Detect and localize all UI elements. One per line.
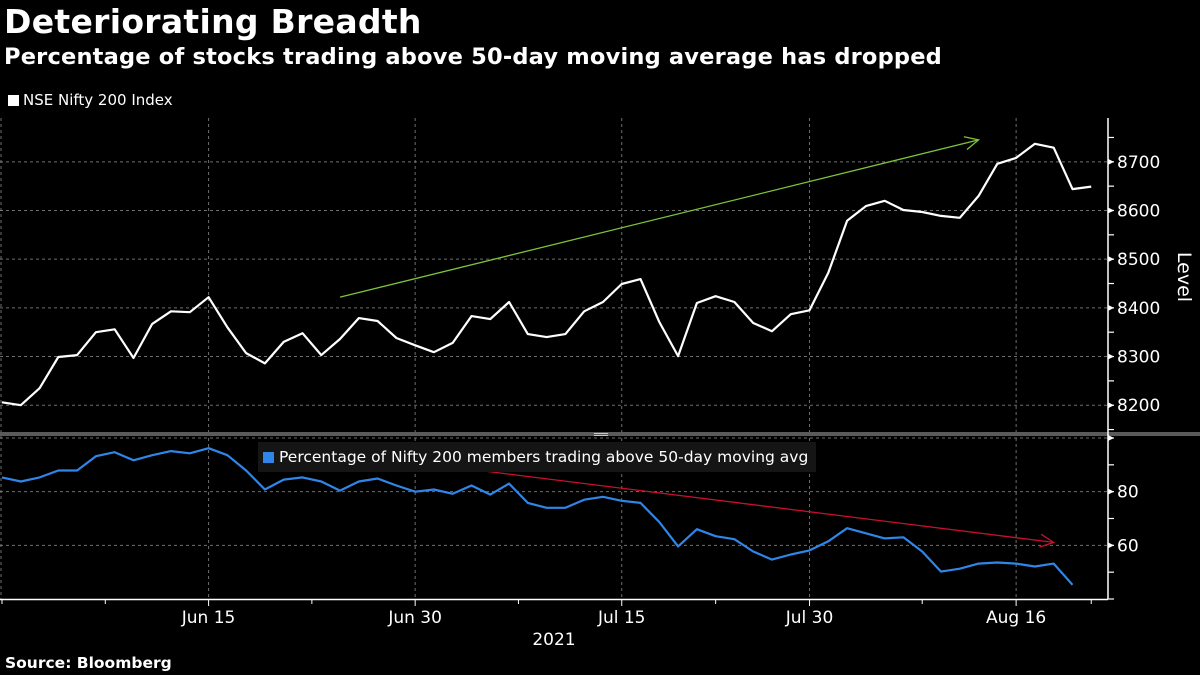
annotation-layer [334, 136, 1056, 548]
uptrend-arrow [339, 139, 979, 298]
source-note: Source: Bloomberg [5, 654, 172, 672]
y-tick-label-lower: 80 [1117, 483, 1139, 503]
y-tick-label-upper: 8600 [1117, 201, 1160, 221]
legend-label-index: NSE Nifty 200 Index [23, 91, 173, 109]
y-tick-marker-upper [1108, 158, 1114, 165]
y-axis-title-level: Level [1173, 252, 1195, 302]
y-tick-marker-lower [1108, 542, 1114, 549]
y-tick-label-upper: 8500 [1117, 250, 1160, 270]
y-tick-label-upper: 8200 [1117, 396, 1160, 416]
y-tick-marker-upper [1108, 304, 1114, 311]
x-tick-label: Jun 30 [387, 608, 442, 628]
x-tick-label: Jun 15 [181, 608, 236, 628]
y-tick-marker-upper [1108, 207, 1114, 214]
legend-breadth: Percentage of Nifty 200 members trading … [258, 442, 817, 472]
grid-layer [0, 118, 1200, 599]
chart-subtitle: Percentage of stocks trading above 50-da… [4, 44, 942, 70]
y-tick-marker-lower [1108, 488, 1114, 495]
panel-divider-handle [594, 435, 608, 436]
y-tick-label-upper: 8700 [1117, 153, 1160, 173]
y-tick-marker-lower [1108, 435, 1114, 441]
downtrend-arrow-head [1039, 533, 1056, 548]
legend-index: NSE Nifty 200 Index [8, 91, 173, 109]
series-layer [1, 142, 1092, 586]
series-nifty200-index [1, 142, 1092, 407]
x-tick-label: Jul 15 [597, 608, 646, 628]
legend-swatch-index [8, 94, 19, 106]
legend-swatch-breadth [263, 451, 274, 463]
y-tick-marker-upper [1108, 256, 1114, 263]
axis-layer: 8200 8300 8400 8500 8600 8700 Level 60 80 Jun 15 J… [0, 118, 1195, 650]
panel-divider-handle [594, 433, 608, 434]
y-tick-label-upper: 8300 [1117, 348, 1160, 368]
x-tick-label: Jul 30 [785, 608, 834, 628]
uptrend-arrow-head [963, 136, 981, 150]
series-breadth-pct [1, 447, 1074, 586]
x-tick-label: Aug 16 [986, 608, 1046, 628]
y-tick-marker-upper [1108, 402, 1114, 409]
y-tick-marker-upper [1108, 353, 1114, 360]
legend-label-breadth: Percentage of Nifty 200 members trading … [279, 448, 809, 466]
chart-title: Deteriorating Breadth [4, 2, 422, 41]
y-tick-label-lower: 60 [1117, 536, 1139, 556]
x-axis-year-label: 2021 [532, 630, 575, 650]
y-tick-label-upper: 8400 [1117, 299, 1160, 319]
